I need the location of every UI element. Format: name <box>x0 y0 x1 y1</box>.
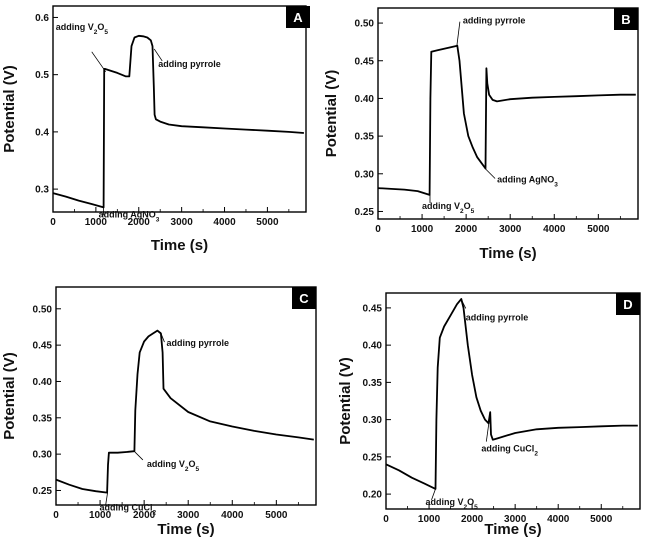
y-tick-label-b: 0.50 <box>355 19 375 30</box>
panel-a: 0 1000 2000 3000 4000 5000 0.3 0.4 0.5 0.6 Time (s… <box>1 5 310 254</box>
x-axis-title-d: Time (s) <box>484 521 541 538</box>
panel-badge-a <box>286 6 310 28</box>
series-line-b <box>377 44 636 196</box>
annotation-label-b: adding pyrrole <box>463 16 526 26</box>
plot-frame-d <box>385 292 641 510</box>
panel-letter-c: C <box>299 291 309 306</box>
y-tick-label-d: 0.20 <box>363 490 383 501</box>
plot-frame-c <box>55 286 317 506</box>
x-tick-label-a: 1000 <box>85 217 108 228</box>
annotation-leader-d <box>461 300 467 309</box>
annotation-label-c: adding CuCl2 <box>100 503 157 517</box>
y-axis-title-a: Potential (V) <box>1 65 18 153</box>
y-axis-title-b: Potential (V) <box>323 70 340 158</box>
x-tick-label-d: 5000 <box>590 514 613 525</box>
y-tick-label-c: 0.30 <box>33 450 53 461</box>
y-tick-label-c: 0.45 <box>33 341 53 352</box>
y-tick-label-b: 0.45 <box>355 56 375 67</box>
x-tick-label-a: 3000 <box>171 217 194 228</box>
annotation-leader-c <box>134 451 144 461</box>
x-tick-label-b: 3000 <box>499 224 522 235</box>
plot-frame-b <box>377 7 639 220</box>
panel-badge-b <box>614 8 638 30</box>
x-tick-label-d: 0 <box>383 514 389 525</box>
x-axis-title-b: Time (s) <box>479 245 536 262</box>
panel-b: 0 1000 2000 3000 4000 5000 0.25 0.30 0.35 0.40 0.4… <box>323 7 639 262</box>
plot-frame-a <box>52 5 307 213</box>
y-axis-title-c: Potential (V) <box>1 352 18 440</box>
x-tick-label-d: 2000 <box>461 514 484 525</box>
y-tick-label-c: 0.40 <box>33 377 53 388</box>
x-tick-label-c: 2000 <box>133 510 156 521</box>
panel-letter-b: B <box>621 12 630 27</box>
x-tick-label-b: 5000 <box>587 224 610 235</box>
y-tick-label-d: 0.40 <box>363 341 383 352</box>
x-tick-label-d: 1000 <box>418 514 441 525</box>
panel-letter-a: A <box>293 10 303 25</box>
y-tick-label-a: 0.4 <box>35 127 49 138</box>
annotation-leader-c <box>105 492 108 506</box>
annotation-label-d: adding V2O5 <box>426 497 479 511</box>
y-tick-label-a: 0.3 <box>35 185 49 196</box>
y-tick-label-b: 0.35 <box>355 132 375 143</box>
series-line-a <box>52 34 304 209</box>
annotation-leader-d <box>431 488 436 501</box>
x-axis-title-a: Time (s) <box>151 237 208 254</box>
x-tick-label-b: 4000 <box>543 224 566 235</box>
x-tick-label-b: 2000 <box>455 224 478 235</box>
y-tick-label-d: 0.45 <box>363 303 383 314</box>
annotation-label-d: adding CuCl2 <box>481 444 538 458</box>
x-tick-label-c: 5000 <box>265 510 288 521</box>
panel-badge-d <box>616 293 640 315</box>
x-axis-title-c: Time (s) <box>157 521 214 538</box>
annotation-label-d: adding pyrrole <box>466 312 529 322</box>
y-tick-label-c: 0.25 <box>33 486 53 497</box>
y-tick-label-b: 0.25 <box>355 207 375 218</box>
y-axis-title-d: Potential (V) <box>337 357 354 445</box>
panel-c: 0 1000 2000 3000 4000 5000 0.25 0.30 0.35 0.40 0.4… <box>1 286 317 538</box>
annotation-leader-b <box>484 168 496 179</box>
y-tick-label-d: 0.30 <box>363 415 383 426</box>
panel-d: 0 1000 2000 3000 4000 5000 0.20 0.25 0.30 0.35 0.4… <box>337 292 641 538</box>
x-tick-label-c: 4000 <box>221 510 244 521</box>
x-tick-label-d: 4000 <box>547 514 570 525</box>
panel-letter-d: D <box>623 297 632 312</box>
annotation-label-b: adding AgNO3 <box>497 175 558 189</box>
annotation-leader-a <box>91 51 107 73</box>
y-tick-label-c: 0.35 <box>33 413 53 424</box>
annotation-leader-c <box>160 331 165 343</box>
y-tick-label-b: 0.40 <box>355 94 375 105</box>
x-tick-label-a: 0 <box>50 217 56 228</box>
annotation-label-c: adding V2O5 <box>147 459 200 473</box>
x-tick-label-b: 1000 <box>411 224 434 235</box>
series-line-c <box>55 329 314 494</box>
x-tick-label-c: 1000 <box>89 510 112 521</box>
annotation-label-c: adding pyrrole <box>166 338 229 348</box>
annotation-label-a: adding pyrrole <box>158 59 221 69</box>
x-tick-label-a: 2000 <box>128 217 151 228</box>
y-tick-label-a: 0.6 <box>35 13 49 24</box>
panel-badge-c <box>292 287 316 309</box>
annotation-leader-a <box>153 48 163 62</box>
y-tick-label-a: 0.5 <box>35 70 49 81</box>
annotation-label-b: adding V2O5 <box>422 201 475 215</box>
x-tick-label-c: 0 <box>53 510 59 521</box>
annotation-label-a: adding AgNO3 <box>99 209 160 223</box>
y-tick-label-c: 0.50 <box>33 304 53 315</box>
y-tick-label-d: 0.25 <box>363 452 383 463</box>
x-tick-label-d: 3000 <box>504 514 527 525</box>
annotation-leader-b <box>456 21 461 46</box>
y-tick-label-d: 0.35 <box>363 378 383 389</box>
annotation-leader-d <box>485 419 490 442</box>
series-line-d <box>385 298 638 490</box>
x-tick-label-b: 0 <box>375 224 381 235</box>
x-tick-label-a: 4000 <box>213 217 236 228</box>
x-tick-label-c: 3000 <box>177 510 200 521</box>
x-tick-label-a: 5000 <box>256 217 279 228</box>
annotation-label-a: adding V2O5 <box>56 22 109 36</box>
y-tick-label-b: 0.30 <box>355 169 375 180</box>
